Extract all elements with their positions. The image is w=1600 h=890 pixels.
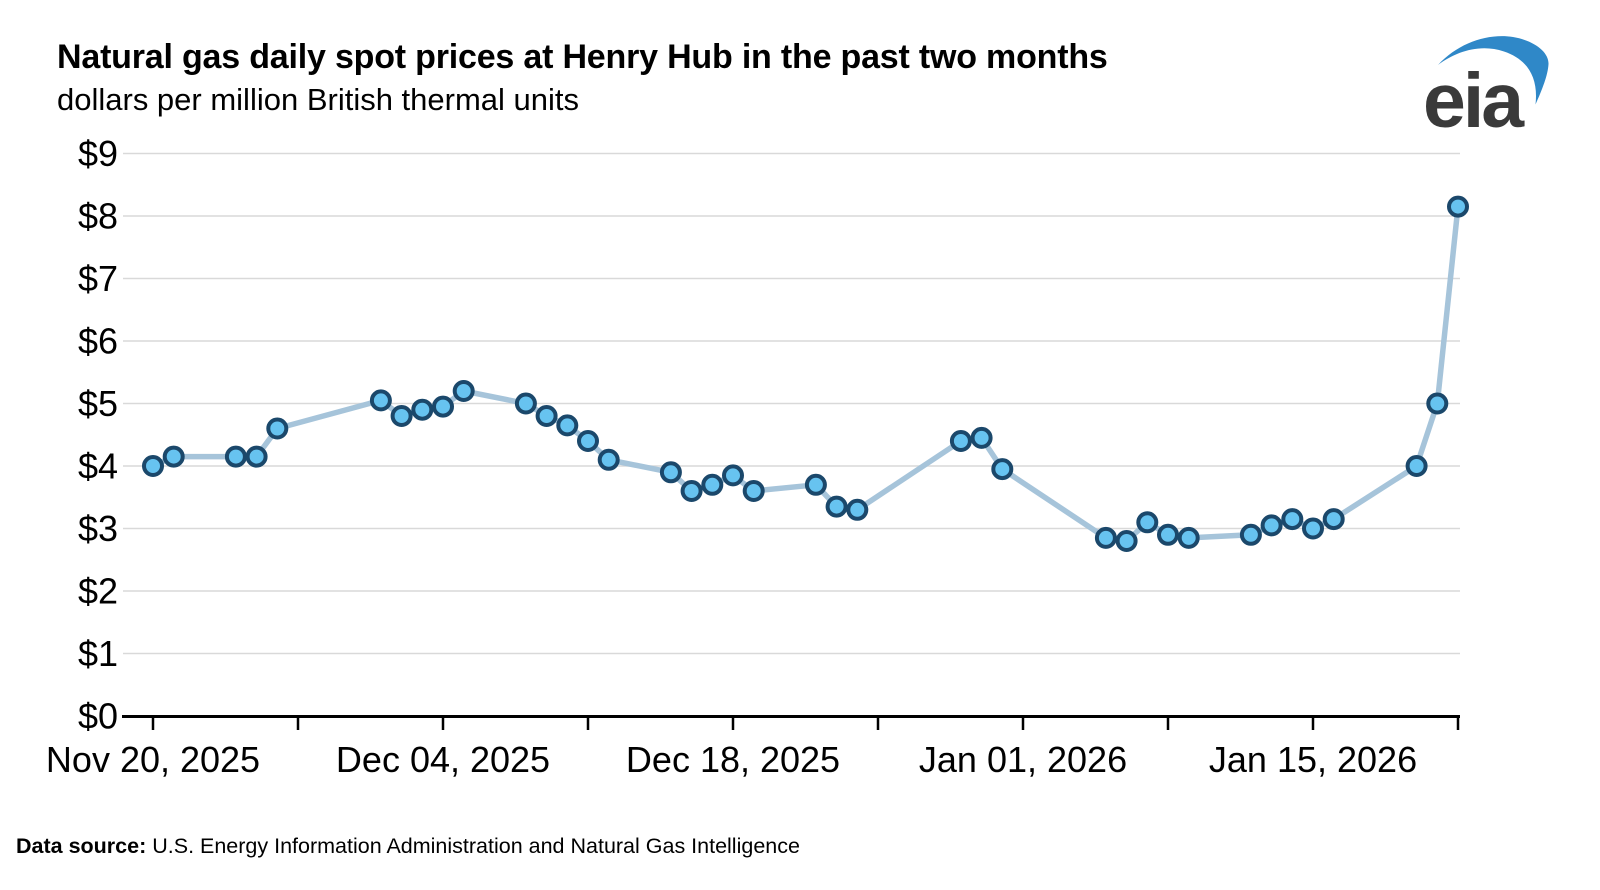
data-point-marker — [556, 414, 579, 437]
data-point-marker — [701, 473, 724, 496]
data-point-marker — [1260, 514, 1283, 537]
data-point-marker — [432, 395, 454, 418]
data-point-marker — [1094, 526, 1117, 549]
x-axis-label: Nov 20, 2025 — [46, 739, 260, 780]
data-point-marker — [162, 445, 185, 468]
data-point-marker — [514, 392, 537, 415]
y-axis-label: $2 — [78, 571, 118, 612]
y-axis-label: $6 — [78, 321, 118, 362]
data-point-marker — [411, 398, 434, 421]
data-point-marker — [680, 480, 703, 502]
data-point-marker — [535, 405, 558, 427]
data-point-marker — [970, 426, 993, 449]
data-point-marker — [390, 405, 413, 427]
data-point-marker — [1302, 517, 1324, 540]
data-point-marker — [369, 389, 392, 412]
data-point-marker — [1447, 195, 1469, 218]
data-source-label: Data source: — [16, 834, 147, 858]
data-point-marker — [659, 461, 682, 484]
y-axis-label: $3 — [78, 508, 118, 549]
data-point-marker — [825, 495, 848, 518]
data-point-marker — [949, 430, 972, 452]
data-point-marker — [846, 498, 869, 521]
data-point-marker — [577, 430, 599, 452]
x-axis-label: Jan 01, 2026 — [919, 739, 1127, 780]
y-axis-label: $0 — [78, 696, 118, 737]
y-axis-label: $9 — [78, 133, 118, 174]
x-axis-label: Dec 04, 2025 — [336, 739, 550, 780]
page-title: Natural gas daily spot prices at Henry H… — [57, 38, 1108, 76]
price-line — [150, 203, 1461, 544]
data-point-marker — [1281, 508, 1304, 531]
y-axis-label: $8 — [78, 196, 118, 237]
data-point-marker — [722, 464, 744, 487]
eia-swoosh-icon — [1438, 36, 1549, 105]
eia-logo: eia — [1398, 30, 1558, 144]
x-axis-label: Jan 15, 2026 — [1209, 739, 1417, 780]
data-point-marker — [1239, 523, 1262, 546]
data-point-marker — [1177, 526, 1200, 549]
y-axis-label: $1 — [78, 633, 118, 674]
eia-logo-svg: eia — [1423, 36, 1549, 144]
data-point-marker — [452, 380, 475, 402]
data-point-marker — [1115, 530, 1138, 552]
data-point-marker — [1405, 455, 1428, 477]
data-source: Data source: U.S. Energy Information Adm… — [16, 834, 800, 859]
data-point-marker — [266, 417, 289, 440]
data-point-marker — [142, 455, 164, 477]
y-axis-label: $4 — [78, 446, 118, 487]
data-point-marker — [1136, 511, 1159, 534]
y-axis-label: $5 — [78, 383, 118, 424]
data-point-marker — [991, 458, 1014, 481]
eia-logo-text: eia — [1423, 58, 1525, 133]
data-point-marker — [742, 480, 765, 502]
x-axis-label: Dec 18, 2025 — [626, 739, 840, 780]
page-subtitle: dollars per million British thermal unit… — [57, 82, 580, 117]
data-point-marker — [1322, 508, 1345, 531]
data-point-marker — [804, 473, 827, 496]
data-point-marker — [1157, 523, 1179, 546]
data-point-marker — [224, 445, 247, 468]
data-point-marker — [1426, 392, 1449, 415]
y-axis-label: $7 — [78, 258, 118, 299]
data-point-marker — [245, 445, 268, 468]
data-source-text: U.S. Energy Information Administration a… — [146, 834, 800, 858]
data-point-marker — [597, 448, 620, 471]
